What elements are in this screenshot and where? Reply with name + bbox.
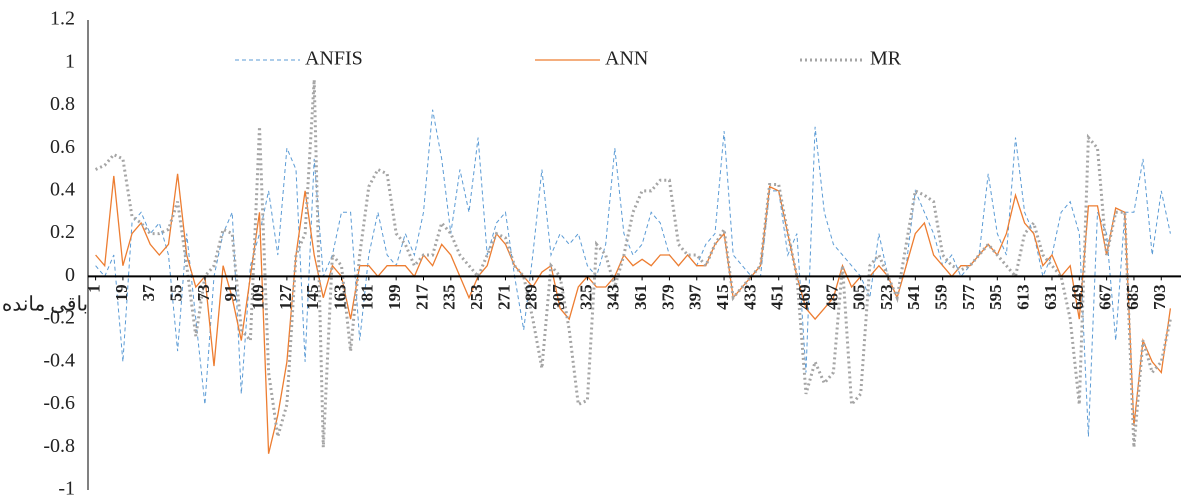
x-tick-label: 343 bbox=[604, 284, 623, 310]
y-tick-label: -0.8 bbox=[43, 435, 75, 457]
x-tick-label: 451 bbox=[768, 284, 787, 310]
x-tick-label: 127 bbox=[276, 284, 295, 310]
x-tick-label: 469 bbox=[795, 284, 814, 310]
x-tick-label: 253 bbox=[467, 284, 486, 310]
x-tick-label: 631 bbox=[1041, 284, 1060, 310]
y-tick-label: 0 bbox=[65, 264, 75, 286]
y-axis-title: باقی مانده bbox=[2, 294, 88, 316]
y-tick-label: -1 bbox=[58, 478, 75, 497]
x-tick-label: 181 bbox=[358, 284, 377, 310]
x-tick-label: 217 bbox=[412, 284, 431, 310]
y-tick-label: 0.8 bbox=[50, 93, 75, 115]
y-tick-label: 1.2 bbox=[50, 8, 75, 30]
y-tick-label: -0.6 bbox=[43, 392, 75, 414]
x-tick-label: 523 bbox=[877, 284, 896, 310]
legend-label: ANFIS bbox=[305, 48, 363, 70]
legend-label: MR bbox=[870, 48, 902, 70]
x-tick-label: 487 bbox=[822, 284, 841, 310]
x-tick-label: 1 bbox=[84, 284, 103, 293]
x-tick-label: 577 bbox=[959, 284, 978, 310]
x-tick-label: 91 bbox=[221, 284, 240, 301]
x-tick-label: 235 bbox=[440, 284, 459, 310]
x-tick-label: 667 bbox=[1096, 284, 1115, 310]
series-line bbox=[94, 79, 1172, 448]
x-tick-label: 325 bbox=[576, 284, 595, 310]
x-tick-label: 595 bbox=[986, 284, 1005, 310]
x-tick-label: 649 bbox=[1068, 284, 1087, 310]
x-tick-label: 271 bbox=[494, 284, 513, 310]
x-tick-label: 541 bbox=[904, 284, 923, 310]
x-tick-label: 145 bbox=[303, 284, 322, 310]
y-tick-label: 0.2 bbox=[50, 221, 75, 243]
x-tick-label: 109 bbox=[248, 284, 267, 310]
x-tick-label: 559 bbox=[932, 284, 951, 310]
x-tick-label: 379 bbox=[658, 284, 677, 310]
x-tick-label: 307 bbox=[549, 284, 568, 310]
x-tick-label: 613 bbox=[1014, 284, 1033, 310]
x-tick-label: 55 bbox=[166, 284, 185, 301]
y-tick-label: -0.4 bbox=[43, 349, 75, 371]
y-tick-label: 0.6 bbox=[50, 136, 75, 158]
x-tick-label: 37 bbox=[139, 284, 158, 302]
x-tick-label: 415 bbox=[713, 284, 732, 310]
x-tick-label: 397 bbox=[686, 284, 705, 310]
x-tick-label: 19 bbox=[112, 284, 131, 301]
x-tick-label: 505 bbox=[850, 284, 869, 310]
x-tick-label: 163 bbox=[330, 284, 349, 310]
x-tick-label: 703 bbox=[1150, 284, 1169, 310]
x-tick-label: 433 bbox=[740, 284, 759, 310]
y-tick-label: -0.2 bbox=[43, 307, 75, 329]
x-tick-label: 199 bbox=[385, 284, 404, 310]
series-line bbox=[95, 109, 1171, 437]
y-tick-label: 1 bbox=[65, 50, 75, 72]
legend-label: ANN bbox=[605, 48, 648, 70]
x-tick-label: 73 bbox=[194, 284, 213, 301]
x-tick-label: 289 bbox=[522, 284, 541, 310]
x-tick-label: 685 bbox=[1123, 284, 1142, 310]
y-tick-label: 0.4 bbox=[50, 179, 75, 201]
x-tick-label: 361 bbox=[631, 284, 650, 310]
